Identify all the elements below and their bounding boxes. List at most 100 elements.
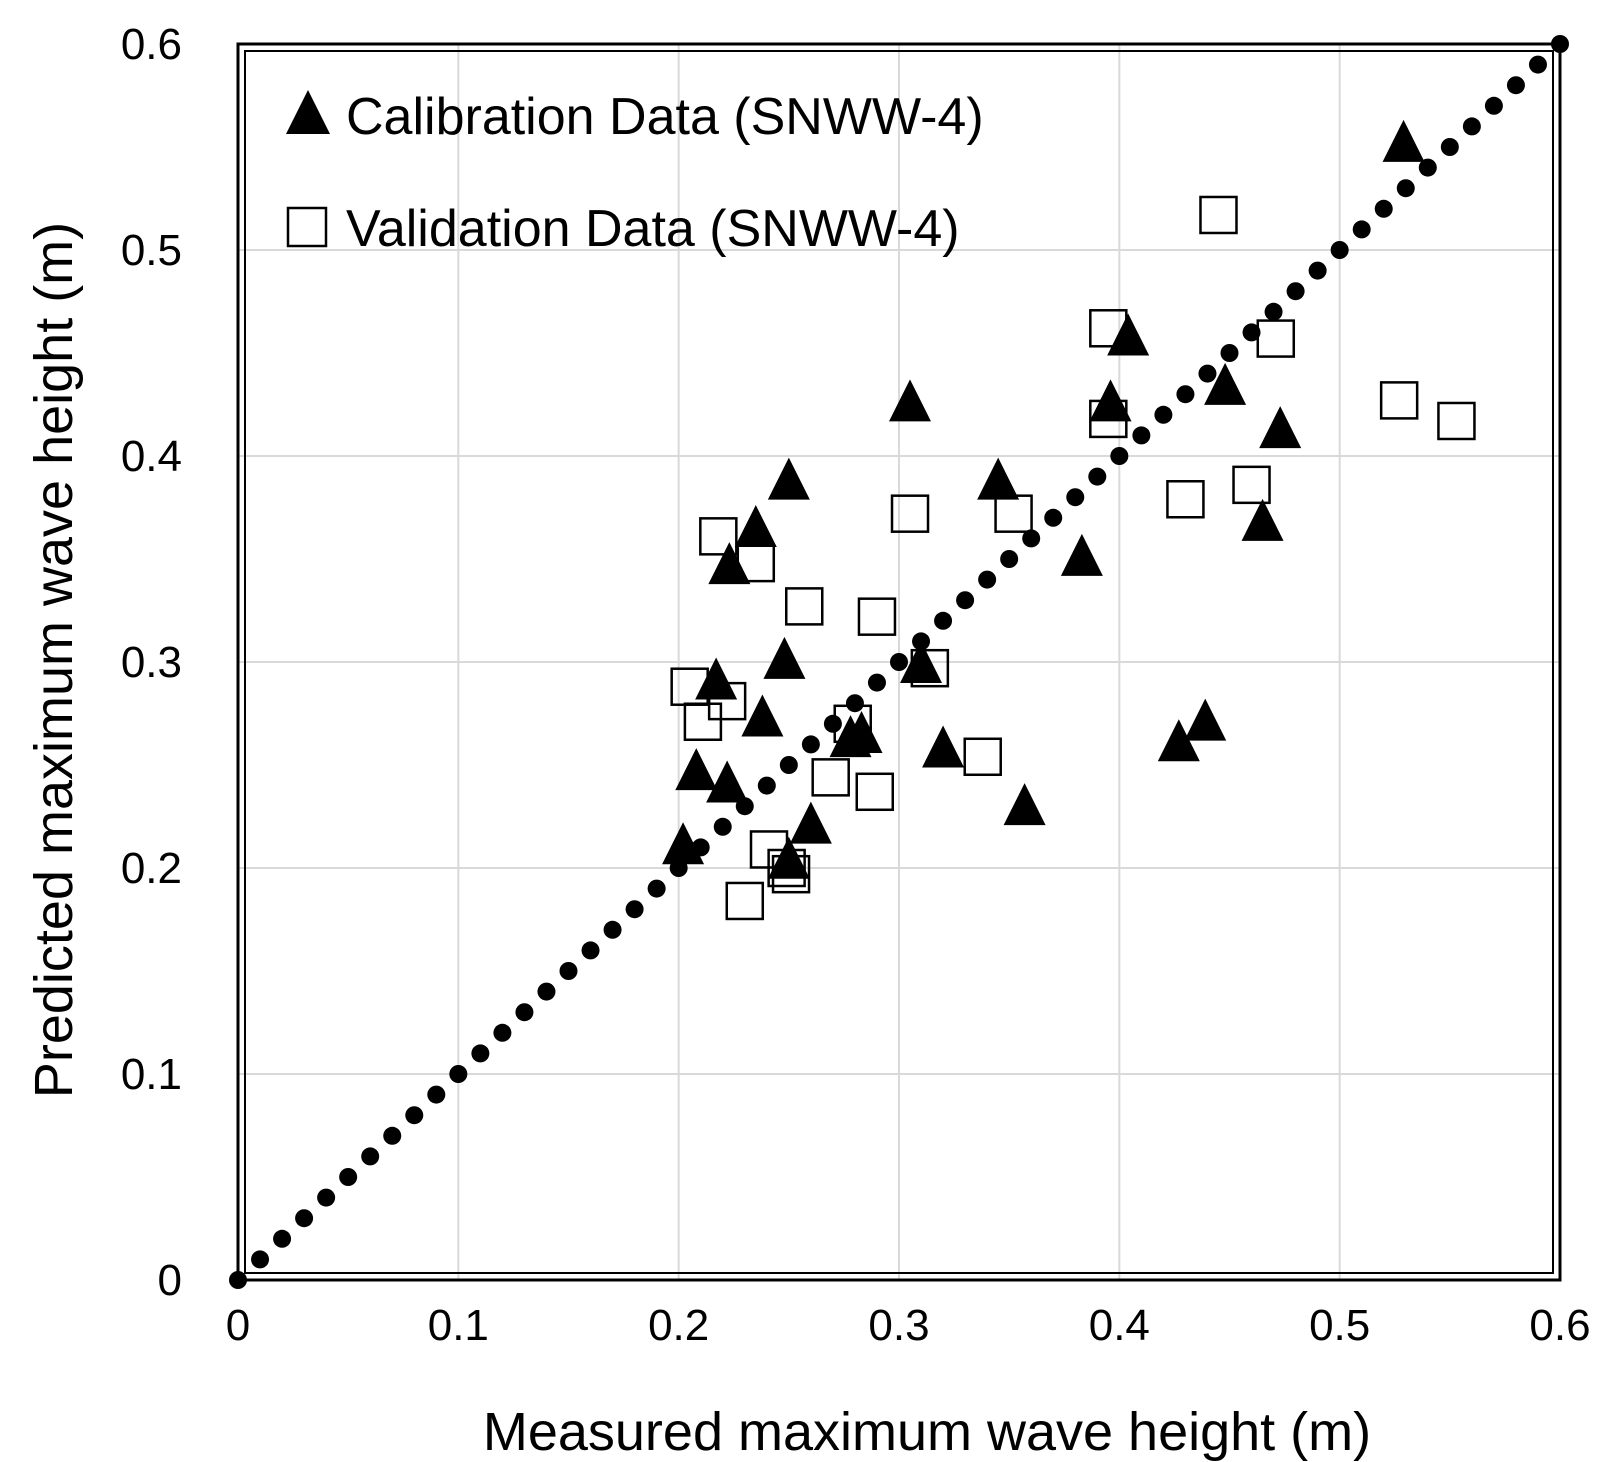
calibration-point	[662, 822, 705, 865]
validation-point	[1199, 195, 1238, 235]
legend-label-validation: Validation Data (SNWW-4)	[346, 200, 960, 258]
calibration-point	[922, 725, 965, 768]
reference-dot	[1066, 488, 1085, 507]
reference-dot	[427, 1085, 446, 1104]
validation-point	[707, 681, 747, 721]
y-axis-title: Predicted maximum wave height (m)	[24, 222, 84, 1098]
plot-frame	[236, 42, 1562, 1282]
validation-point	[857, 597, 897, 636]
validation-point	[1379, 381, 1419, 420]
reference-dot	[405, 1106, 424, 1125]
legend-label-calibration: Calibration Data (SNWW-4)	[346, 88, 984, 146]
y-tick-label: 0.2	[121, 844, 182, 893]
reference-dot	[647, 879, 666, 898]
validation-point	[1089, 309, 1128, 348]
reference-dot	[537, 982, 556, 1001]
x-axis-title: Measured maximum wave height (m)	[483, 1402, 1371, 1462]
y-tick-label: 0	[158, 1256, 182, 1305]
reference-dot	[867, 673, 886, 692]
x-tick-label: 0.6	[1529, 1301, 1590, 1350]
calibration-point	[763, 636, 806, 679]
x-tick-label: 0.5	[1309, 1301, 1370, 1350]
reference-dot	[779, 756, 798, 774]
series-calibration	[662, 119, 1425, 879]
reference-dot	[1484, 96, 1503, 115]
validation-point	[910, 648, 950, 688]
reference-dot	[1286, 282, 1305, 301]
y-tick-label: 0.4	[121, 432, 182, 481]
validation-point	[811, 758, 850, 797]
validation-point	[767, 848, 806, 888]
validation-point	[785, 587, 824, 626]
reference-dot	[1374, 199, 1393, 218]
series-validation	[670, 195, 1476, 921]
y-tick-label: 0.1	[121, 1050, 182, 1099]
frame-outer	[236, 42, 1562, 1282]
calibration-point	[889, 379, 932, 422]
reference-dot	[1418, 158, 1437, 177]
validation-point	[683, 702, 723, 741]
reference-dot	[1396, 179, 1415, 198]
reference-dot	[845, 694, 864, 713]
calibration-point	[1259, 406, 1302, 449]
reference-dot	[801, 735, 820, 754]
reference-dot	[1198, 364, 1217, 383]
validation-point	[699, 517, 738, 556]
calibration-point	[1107, 313, 1150, 356]
reference-dot	[1000, 550, 1019, 568]
reference-dot	[625, 900, 644, 919]
reference-dot	[273, 1229, 292, 1248]
reference-dot	[339, 1168, 358, 1186]
calibration-point	[741, 694, 784, 737]
calibration-point	[1204, 362, 1247, 405]
calibration-point	[1184, 698, 1227, 741]
reference-dot	[581, 941, 600, 960]
reference-dot	[383, 1126, 402, 1145]
reference-dot	[1022, 529, 1041, 548]
reference-dot	[1110, 447, 1129, 465]
calibration-point	[708, 542, 751, 585]
data-series	[662, 119, 1476, 921]
reference-dot	[1044, 508, 1063, 527]
reference-dot	[471, 1044, 490, 1063]
validation-point	[994, 494, 1033, 533]
validation-point	[725, 881, 765, 921]
calibration-point	[900, 641, 943, 683]
calibration-point	[1241, 498, 1284, 541]
calibration-point	[1060, 533, 1103, 576]
reference-dot	[1088, 467, 1107, 486]
validation-point	[736, 543, 776, 583]
reference-line-1-to-1	[229, 35, 1569, 1289]
reference-dot	[978, 570, 997, 589]
calibration-point	[695, 657, 738, 700]
validation-point	[1166, 480, 1205, 519]
y-tick-label: 0.5	[121, 226, 182, 275]
x-tick-label: 0.2	[648, 1301, 709, 1350]
calibration-point	[675, 748, 718, 791]
x-axis-ticks: 0 0.1 0.2 0.3 0.4 0.5 0.6	[226, 1301, 1591, 1350]
reference-dot	[1330, 241, 1349, 259]
reference-dot	[515, 1003, 534, 1022]
x-tick-label: 0.3	[868, 1301, 929, 1350]
legend-square-marker	[286, 206, 328, 248]
reference-dot	[1264, 302, 1283, 321]
reference-dot	[1440, 138, 1459, 156]
calibration-point	[734, 505, 777, 548]
validation-point	[855, 772, 895, 812]
reference-dot	[493, 1023, 512, 1042]
validation-point	[771, 854, 811, 894]
x-tick-label: 0	[226, 1301, 250, 1350]
reference-dot	[1308, 261, 1327, 280]
calibration-point	[706, 760, 749, 803]
reference-dot	[1132, 426, 1151, 445]
reference-dot	[1176, 385, 1195, 404]
reference-dot	[603, 920, 622, 939]
validation-point	[1256, 319, 1296, 358]
calibration-point	[1003, 783, 1046, 826]
validation-point	[1437, 401, 1476, 441]
y-axis-ticks: 0 0.1 0.2 0.3 0.4 0.5 0.6	[121, 20, 182, 1305]
validation-point	[1089, 399, 1128, 439]
reference-dot	[361, 1147, 380, 1166]
reference-dot	[713, 817, 732, 836]
